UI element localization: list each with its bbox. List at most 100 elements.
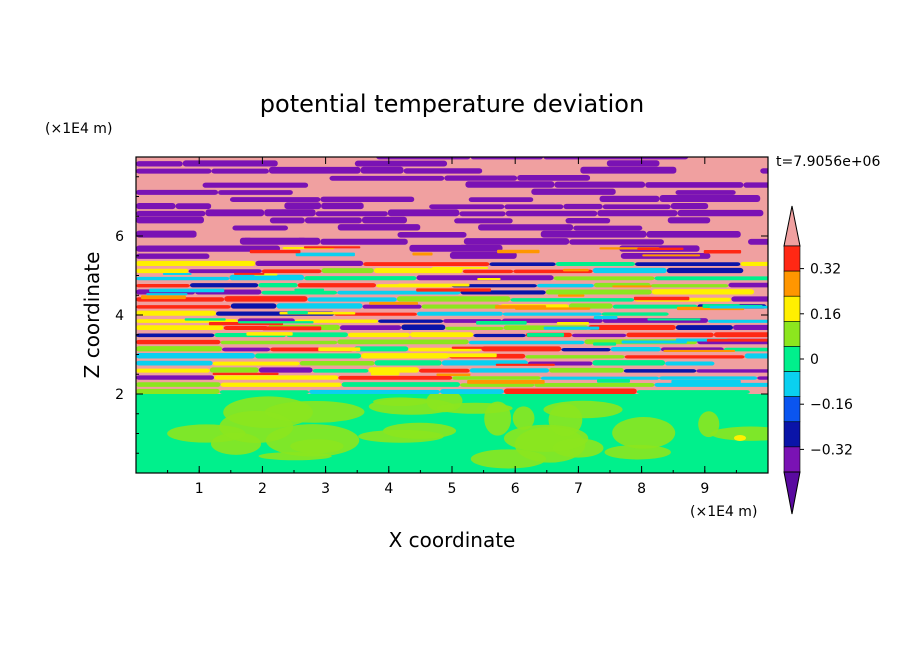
lower-blob bbox=[710, 426, 768, 441]
y-axis: 2 4 6 bbox=[115, 176, 768, 454]
contour-band bbox=[397, 231, 467, 238]
contour-band bbox=[292, 189, 383, 195]
contour-band bbox=[553, 276, 655, 281]
colorbar-tick-label: 0.32 bbox=[810, 262, 841, 278]
contour-band bbox=[659, 161, 705, 167]
contour-band bbox=[136, 189, 219, 195]
contour-band bbox=[277, 159, 355, 167]
contour-band bbox=[223, 326, 269, 331]
contour-streak bbox=[562, 268, 589, 272]
contour-band bbox=[563, 203, 603, 210]
contour-band bbox=[615, 188, 676, 195]
lower-blob bbox=[734, 435, 746, 441]
contour-band bbox=[592, 360, 666, 366]
lower-blob bbox=[290, 439, 344, 454]
contour-band bbox=[268, 166, 361, 174]
contour-band bbox=[540, 230, 647, 238]
contour-band bbox=[421, 304, 501, 309]
contour-band bbox=[489, 262, 556, 267]
contour-band bbox=[224, 296, 308, 302]
contour-band bbox=[232, 225, 288, 231]
contour-band bbox=[533, 196, 600, 203]
contour-band bbox=[677, 209, 764, 217]
lower-blob bbox=[503, 424, 589, 452]
contour-band bbox=[362, 304, 422, 309]
lower-blob bbox=[373, 397, 428, 407]
contour-band bbox=[510, 298, 635, 302]
lower-blob bbox=[484, 401, 512, 436]
contour-band bbox=[136, 325, 224, 331]
contour-band bbox=[276, 303, 363, 309]
contour-band bbox=[136, 210, 206, 217]
contour-band bbox=[320, 238, 408, 245]
contour-streak bbox=[663, 349, 736, 352]
contour-band bbox=[416, 275, 554, 281]
contour-band bbox=[757, 376, 768, 380]
contour-band bbox=[590, 175, 683, 181]
contour-band bbox=[304, 276, 417, 281]
contour-streak bbox=[633, 296, 690, 301]
contour-band bbox=[136, 224, 233, 231]
contour-band bbox=[478, 224, 574, 231]
contour-streak bbox=[184, 318, 226, 321]
x-tick-label: 4 bbox=[384, 481, 393, 497]
contour-streak bbox=[398, 283, 470, 287]
contour-band bbox=[258, 367, 313, 373]
x-tick-label: 6 bbox=[511, 481, 520, 497]
contour-band bbox=[601, 312, 669, 316]
contour-band bbox=[406, 218, 455, 224]
contour-band bbox=[211, 204, 285, 210]
contour-band bbox=[555, 262, 636, 267]
contour-band bbox=[665, 361, 715, 366]
contour-streak bbox=[246, 332, 293, 336]
colorbar-bottom-arrow bbox=[783, 471, 801, 515]
contour-band bbox=[743, 182, 768, 188]
contour-band bbox=[297, 283, 377, 288]
contour-band bbox=[642, 223, 739, 231]
contour-band bbox=[561, 347, 611, 352]
x-tick-label: 8 bbox=[637, 481, 646, 497]
contour-band bbox=[136, 168, 212, 174]
contour-band bbox=[337, 224, 421, 231]
contour-streak bbox=[647, 318, 701, 321]
contour-band bbox=[599, 195, 660, 203]
contour-band bbox=[261, 269, 322, 274]
x-tick-label: 2 bbox=[258, 481, 267, 497]
x-tick-label: 9 bbox=[700, 481, 709, 497]
contour-streak bbox=[238, 321, 314, 324]
contour-band bbox=[363, 202, 430, 210]
contour-streak bbox=[514, 307, 591, 310]
contour-band bbox=[580, 166, 677, 174]
y-unit-label: (×1E4 m) bbox=[45, 121, 112, 137]
contour-band bbox=[512, 218, 566, 224]
contour-band bbox=[510, 160, 607, 167]
contour-band bbox=[136, 268, 189, 274]
contour-band bbox=[136, 230, 197, 238]
contour-band bbox=[205, 209, 265, 217]
contour-band bbox=[307, 297, 397, 302]
contour-band bbox=[650, 284, 729, 288]
contour-band bbox=[440, 389, 504, 394]
contour-band bbox=[229, 197, 321, 203]
contour-band bbox=[525, 355, 625, 359]
contour-band bbox=[482, 166, 581, 174]
contour-band bbox=[196, 230, 248, 238]
contour-band bbox=[338, 375, 453, 380]
contour-band bbox=[220, 340, 338, 345]
contour-band bbox=[651, 289, 755, 295]
contour-band bbox=[531, 188, 616, 195]
contour-streak bbox=[642, 254, 701, 257]
colorbar-segment bbox=[783, 295, 801, 322]
x-tick-label: 7 bbox=[574, 481, 583, 497]
x-unit-label: (×1E4 m) bbox=[690, 504, 757, 520]
contour-band bbox=[136, 196, 230, 203]
contour-band bbox=[136, 360, 213, 366]
contour-band bbox=[209, 253, 317, 259]
lower-blob bbox=[543, 400, 623, 419]
contour-band bbox=[136, 388, 220, 394]
lower-blob bbox=[612, 417, 676, 449]
contour-streak bbox=[146, 293, 188, 296]
contour-band bbox=[261, 290, 338, 295]
contour-band bbox=[284, 202, 322, 210]
contour-band bbox=[502, 312, 602, 316]
